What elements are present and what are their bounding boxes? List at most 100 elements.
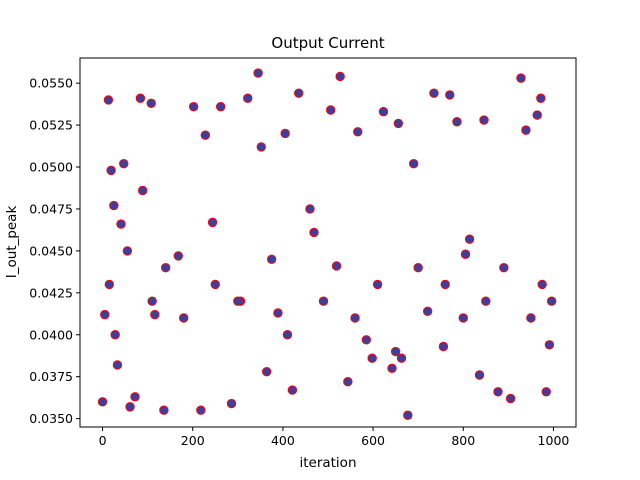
data-point [210, 279, 220, 290]
data-point [261, 366, 272, 377]
data-point [481, 296, 491, 306]
data-point [122, 246, 133, 256]
points-layer [97, 68, 557, 420]
data-point [408, 158, 419, 169]
data-point [119, 158, 129, 169]
data-point [537, 279, 547, 290]
data-point [109, 200, 119, 211]
x-tick-label: 400 [271, 433, 295, 448]
data-point [390, 346, 401, 357]
data-point [403, 410, 413, 420]
data-point [350, 313, 360, 323]
data-point [474, 370, 485, 380]
data-point [150, 309, 160, 320]
data-point [287, 385, 298, 395]
y-tick-label: 0.0450 [29, 243, 73, 258]
y-tick-label: 0.0350 [29, 411, 73, 426]
data-point [293, 88, 304, 98]
data-point [112, 360, 123, 370]
data-point [445, 90, 455, 100]
x-tick-label: 1000 [538, 433, 570, 448]
data-point [438, 341, 449, 352]
data-point [460, 249, 471, 259]
data-point [372, 279, 383, 290]
y-tick-label: 0.0425 [29, 285, 73, 300]
data-point [273, 308, 283, 318]
data-point [215, 101, 226, 112]
data-point [173, 251, 184, 261]
y-tick-label: 0.0525 [29, 118, 73, 133]
data-point [367, 353, 377, 363]
data-point [361, 335, 372, 345]
data-point [422, 306, 433, 316]
data-point [256, 142, 266, 152]
data-point [116, 219, 126, 229]
x-tick-label: 200 [181, 433, 205, 448]
data-point [97, 397, 108, 407]
data-point [103, 95, 114, 105]
data-point [353, 127, 363, 137]
data-point [130, 392, 140, 402]
data-point [452, 117, 462, 127]
data-point [532, 110, 542, 120]
data-point [526, 313, 536, 323]
data-point [541, 387, 551, 397]
x-tick-label: 600 [361, 433, 385, 448]
data-point [253, 68, 263, 78]
x-axis-label: iteration [299, 455, 356, 471]
data-point [305, 204, 315, 214]
data-point [458, 313, 468, 323]
data-point [137, 185, 148, 196]
data-point [318, 296, 329, 306]
data-point [546, 296, 557, 306]
x-tick-label: 0 [99, 433, 107, 448]
data-point [440, 279, 450, 290]
data-point [429, 88, 439, 98]
data-point [233, 296, 243, 306]
data-point [243, 93, 253, 103]
y-tick-label: 0.0550 [29, 76, 73, 91]
data-point [146, 98, 156, 108]
chart-title: Output Current [271, 34, 384, 52]
data-point [159, 405, 169, 415]
data-point [280, 128, 290, 139]
data-point [521, 125, 531, 135]
data-point [343, 377, 353, 387]
data-point [516, 73, 526, 83]
ticks-layer: 0 200 400 600 800 1000 0.0350 0.0375 0.0400 0.042… [29, 76, 569, 448]
data-point [135, 93, 146, 103]
data-point [544, 340, 555, 350]
data-point [226, 398, 237, 409]
data-point [331, 261, 342, 271]
data-point [188, 101, 199, 112]
data-point [309, 227, 319, 238]
data-point [207, 217, 218, 228]
data-point [100, 309, 110, 320]
data-point [499, 262, 509, 273]
data-point [505, 393, 516, 404]
y-axis-label: I_out_peak [4, 206, 20, 279]
data-point [196, 405, 206, 415]
data-point [396, 353, 407, 363]
data-point [282, 330, 293, 340]
plot-area-frame [79, 57, 577, 428]
data-point [393, 118, 404, 129]
data-point [479, 115, 489, 125]
y-tick-label: 0.0375 [29, 369, 73, 384]
data-point [335, 71, 345, 82]
y-tick-label: 0.0400 [29, 327, 73, 342]
y-tick-label: 0.0500 [29, 160, 73, 175]
data-point [464, 234, 475, 244]
data-point [493, 387, 503, 397]
x-tick-label: 800 [451, 433, 475, 448]
y-tick-label: 0.0475 [29, 201, 73, 216]
data-point [387, 363, 397, 373]
data-point [106, 165, 116, 176]
data-point [200, 130, 211, 140]
data-point [104, 279, 115, 290]
data-point [536, 93, 546, 103]
data-point [413, 262, 423, 273]
data-point [378, 106, 389, 117]
